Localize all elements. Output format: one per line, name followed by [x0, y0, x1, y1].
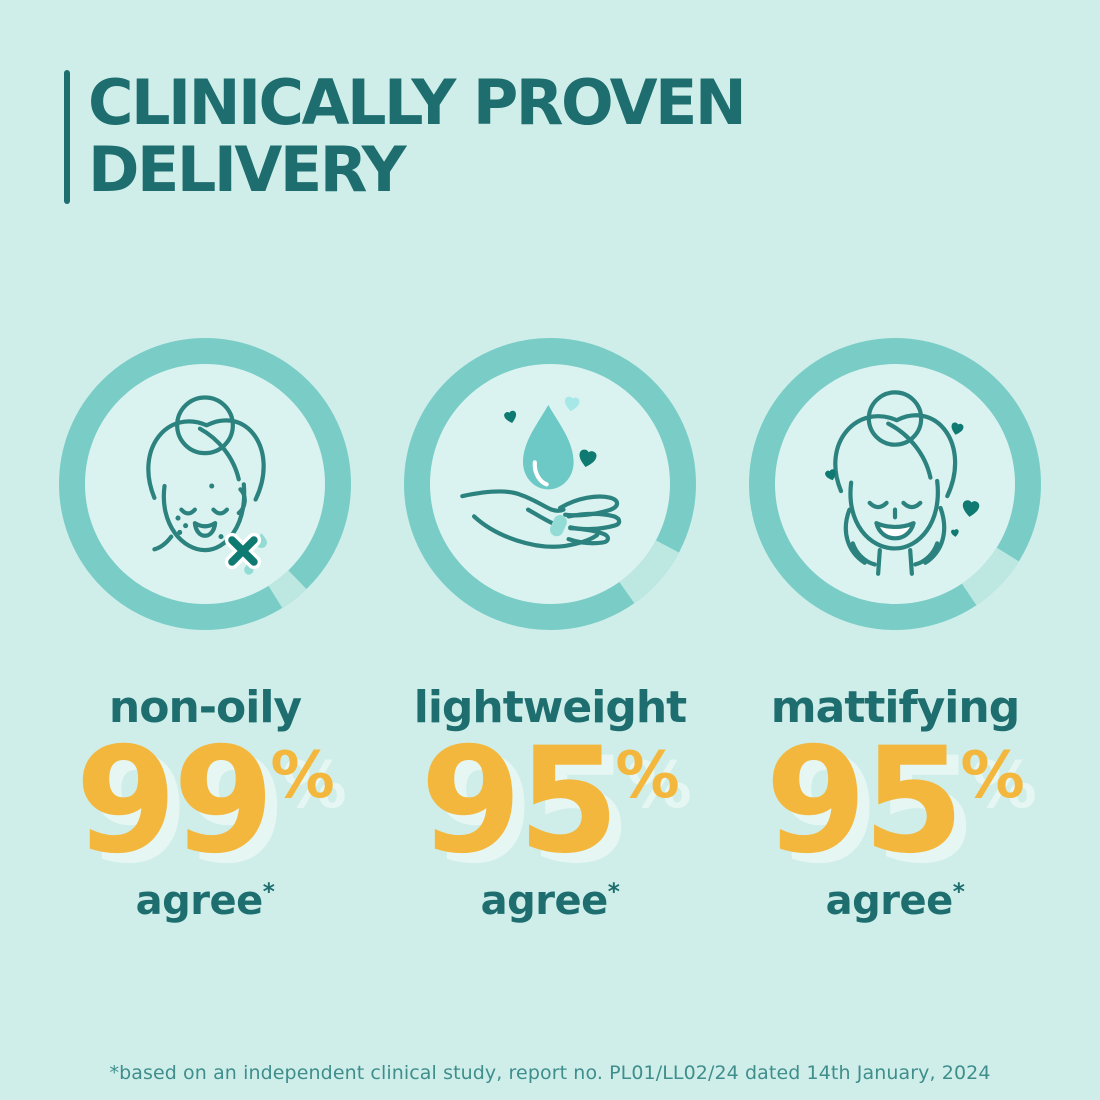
happy-face-towel-icon [825, 390, 980, 576]
stat-value-percent-sign: % [270, 737, 335, 813]
stat-value-percent-sign: % [615, 737, 680, 813]
stat-agree: agree* [136, 878, 275, 924]
happy-face-lineart [833, 390, 958, 576]
disclaimer-footnote: *based on an independent clinical study,… [109, 1062, 991, 1084]
stat-circle-lightweight [400, 334, 700, 634]
droplet-shape [523, 405, 574, 490]
stat-value: 95% [765, 716, 1025, 887]
title-line-1: CLINICALLY PROVEN [88, 66, 747, 139]
agree-asterisk: * [262, 878, 275, 906]
stat-value-number: 95 [420, 716, 619, 887]
droplet-highlight [532, 460, 549, 487]
agree-asterisk: * [607, 878, 620, 906]
blemish-dots [175, 483, 224, 540]
hand-with-droplet-icon [460, 396, 622, 549]
face-with-towel-lineart [146, 395, 266, 553]
stat-agree: agree* [826, 878, 965, 924]
stat-label: non-oily [108, 682, 302, 733]
stat-value: 99% [75, 716, 335, 887]
page-title: CLINICALLY PROVEN DELIVERY [88, 66, 747, 206]
agree-asterisk: * [952, 878, 965, 906]
stat-circle-non-oily [55, 334, 355, 634]
stats-row: non-oily 99% agree* [55, 334, 1045, 924]
page-header: CLINICALLY PROVEN DELIVERY [64, 66, 747, 206]
stat-label: lightweight [413, 682, 687, 733]
hearts [504, 396, 597, 468]
stat-value-number: 95 [765, 716, 964, 887]
hearts [825, 422, 980, 537]
stat-value-number: 99 [75, 716, 274, 887]
title-accent-bar [64, 70, 70, 204]
stat-label: mattifying [770, 682, 1020, 733]
stat-column-mattifying: mattifying 95% agree* [745, 334, 1045, 924]
stat-agree: agree* [481, 878, 620, 924]
progress-ring [59, 338, 351, 630]
agree-text: agree [135, 878, 264, 925]
progress-ring [749, 338, 1041, 630]
no-oil-x-mark-icon [224, 532, 267, 575]
stat-value: 95% [420, 716, 680, 887]
agree-text: agree [480, 878, 609, 925]
clear-skin-face-icon [146, 395, 267, 575]
open-hand-lineart [460, 489, 622, 549]
thumbnail-shape [549, 515, 567, 537]
title-line-2: DELIVERY [88, 132, 406, 206]
stat-column-non-oily: non-oily 99% agree* [55, 334, 355, 924]
agree-text: agree [825, 878, 954, 925]
stat-column-lightweight: lightweight 95% agree* [400, 334, 700, 924]
stat-value-percent-sign: % [960, 737, 1025, 813]
stat-circle-mattifying [745, 334, 1045, 634]
